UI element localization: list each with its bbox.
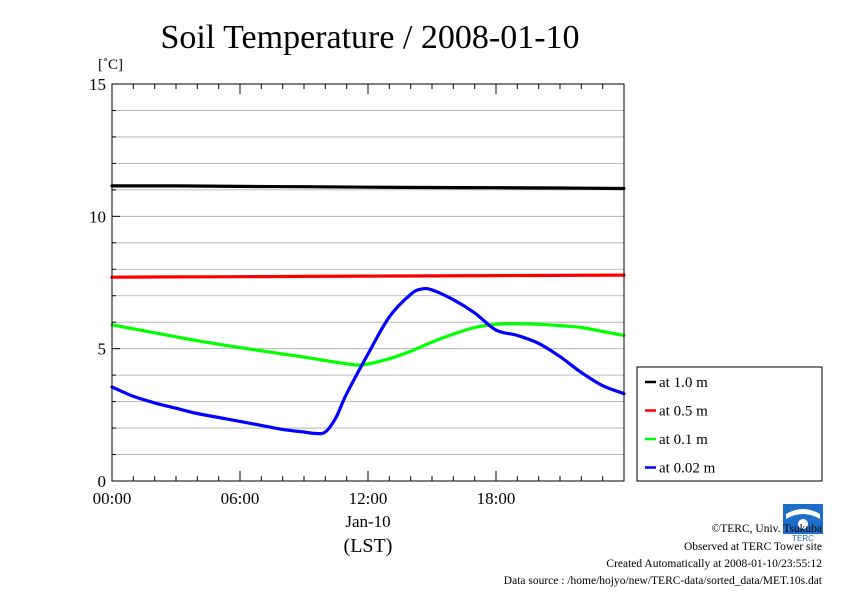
legend: at 1.0 m at 0.5 m at 0.1 m at 0.02 m — [636, 366, 823, 482]
y-tick-label: 15 — [89, 75, 106, 94]
logo-wave — [786, 509, 820, 519]
x-tick-label: 06:00 — [221, 489, 260, 508]
legend-box — [636, 366, 823, 482]
logo-drop — [798, 519, 808, 529]
x-tick-label: 18:00 — [477, 489, 516, 508]
y-tick-label: 10 — [89, 207, 106, 226]
series-line-2 — [110, 322, 626, 367]
series-line-0 — [110, 184, 626, 191]
plot-frame — [111, 83, 625, 482]
series-group — [110, 184, 626, 436]
footer-observed: Observed at TERC Tower site — [684, 541, 822, 553]
footer-source: Data source : /home/hojyo/new/TERC-data/… — [504, 575, 823, 587]
grid — [112, 110, 624, 455]
logo-text: TERC — [792, 534, 814, 543]
x-axis-label: (LST) — [344, 535, 393, 557]
x-tick-label: 12:00 — [349, 489, 388, 508]
footer-copyright: ©TERC, Univ. Tsukuba — [712, 523, 822, 535]
x-date-label: Jan-10 — [345, 512, 390, 531]
legend-label: at 0.5 m — [659, 404, 708, 420]
y-tick-label: 5 — [98, 340, 107, 359]
series-line-3 — [110, 286, 626, 436]
y-axis-ticks: 0 5 10 15 — [89, 75, 120, 491]
legend-label: at 0.02 m — [659, 461, 716, 477]
legend-label: at 1.0 m — [659, 375, 708, 391]
terc-logo: TERC — [783, 504, 823, 543]
footer-created: Created Automatically at 2008-01-10/23:5… — [606, 558, 822, 570]
x-axis-ticks: 00:00 06:00 12:00 18:00 — [93, 84, 604, 508]
y-tick-label: 0 — [98, 472, 107, 491]
chart-title: Soil Temperature / 2008-01-10 — [160, 19, 579, 56]
legend-label: at 0.1 m — [659, 432, 708, 448]
y-axis-unit: [˚C] — [98, 57, 123, 73]
x-tick-label: 00:00 — [93, 489, 132, 508]
series-line-1 — [110, 273, 626, 279]
